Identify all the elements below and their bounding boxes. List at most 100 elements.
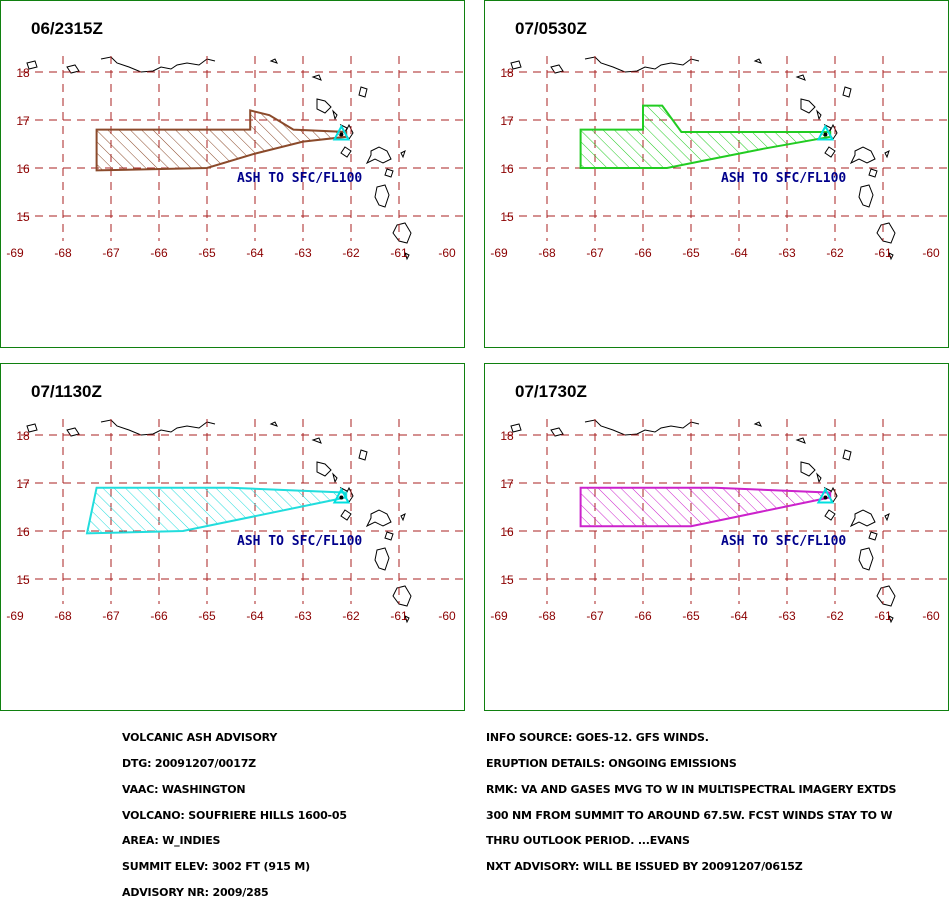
coastline — [269, 58, 278, 64]
coastline — [842, 449, 852, 461]
panel-time-label: 07/0530Z — [515, 19, 587, 38]
coastline — [824, 509, 836, 521]
longitude-label: -69 — [490, 609, 508, 623]
coastline — [795, 437, 806, 444]
forecast-panel-3: 07/1130Z -69 -68 -67 -66 -65 -64 -63 -62 -61 -60 1… — [0, 363, 466, 711]
advisory-details-right: INFO SOURCE: GOES-12. GFS WINDS. ERUPTIO… — [486, 717, 896, 880]
advisory-line: 300 NM FROM SUMMIT TO AROUND 67.5W. FCST… — [486, 808, 893, 822]
coastline — [358, 449, 368, 461]
longitude-label: -63 — [778, 246, 796, 260]
coastline — [66, 64, 80, 74]
coastline — [340, 146, 352, 158]
ash-map: -69 -68 -67 -66 -65 -64 -63 -62 -61 -60 18 17 16 15 AS… — [490, 419, 950, 624]
coastline — [876, 585, 896, 607]
panel-time-label: 07/1130Z — [31, 382, 102, 401]
forecast-panel-2: 07/0530Z -69 -68 -67 -66 -65 -64 -63 -62 -61 -60 1… — [484, 0, 950, 348]
longitude-label: -64 — [730, 609, 748, 623]
longitude-label: -66 — [150, 246, 168, 260]
coastline — [100, 419, 216, 436]
latitude-label: 15 — [500, 210, 514, 224]
coastline — [269, 421, 278, 427]
longitude-label: -63 — [294, 246, 312, 260]
coastline — [404, 615, 410, 624]
longitude-label: -62 — [342, 246, 360, 260]
coastline — [365, 509, 392, 528]
latitude-label: 16 — [500, 525, 514, 539]
coastline — [392, 585, 412, 607]
longitude-label: -69 — [6, 246, 24, 260]
coastline — [384, 531, 394, 541]
latitude-label: 17 — [500, 477, 514, 491]
longitude-label: -64 — [246, 246, 264, 260]
coastline — [884, 150, 890, 159]
coastline — [824, 146, 836, 158]
longitude-label: -62 — [826, 246, 844, 260]
coastline — [311, 74, 322, 81]
coastline — [100, 56, 216, 73]
longitude-label: -65 — [682, 246, 700, 260]
forecast-panel-4: 07/1730Z -69 -68 -67 -66 -65 -64 -63 -62 -61 -60 1… — [484, 363, 950, 711]
latitude-label: 17 — [16, 477, 30, 491]
longitude-label: -60 — [922, 246, 940, 260]
longitude-label: -68 — [538, 609, 556, 623]
longitude-label: -61 — [390, 246, 408, 260]
coastline — [510, 60, 522, 70]
volcano-icon — [332, 487, 351, 504]
coastline — [858, 547, 874, 571]
longitude-label: -62 — [826, 609, 844, 623]
advisory-line: DTG: 20091207/0017Z — [122, 756, 256, 770]
coastline — [340, 509, 352, 521]
coastline — [374, 547, 390, 571]
coastline — [753, 421, 762, 427]
advisory-line: RMK: VA AND GASES MVG TO W IN MULTISPECT… — [486, 782, 897, 796]
coastline — [868, 531, 878, 541]
forecast-panel-1: 06/2315Z -69 -68 -67 -66 -65 -64 -63 -62 -61 -60 1… — [0, 0, 466, 348]
ash-cloud-polygon — [579, 104, 832, 169]
ash-map: -69 -68 -67 -66 -65 -64 -63 -62 -61 -60 18 17 16 15 AS… — [6, 419, 466, 624]
advisory-line: INFO SOURCE: GOES-12. GFS WINDS. — [486, 731, 709, 745]
latitude-label: 18 — [16, 66, 30, 80]
longitude-label: -60 — [438, 246, 456, 260]
coastline — [358, 86, 368, 98]
latitude-label: 17 — [16, 114, 30, 128]
longitude-label: -60 — [438, 609, 456, 623]
coastline — [550, 64, 564, 74]
coastline — [753, 58, 762, 64]
coastline — [816, 472, 822, 484]
latitude-label: 16 — [500, 162, 514, 176]
advisory-line: NXT ADVISORY: WILL BE ISSUED BY 20091207… — [486, 860, 803, 874]
advisory-line: SUMMIT ELEV: 3002 FT (915 M) — [122, 860, 310, 874]
advisory-line: VOLCANIC ASH ADVISORY — [122, 731, 278, 745]
longitude-label: -66 — [634, 609, 652, 623]
longitude-label: -67 — [586, 609, 604, 623]
volcano-icon — [816, 487, 835, 504]
coastline — [332, 472, 338, 484]
longitude-label: -60 — [922, 609, 940, 623]
coastline — [849, 146, 876, 165]
coastline — [795, 74, 806, 81]
longitude-label: -63 — [294, 609, 312, 623]
ash-map: -69 -68 -67 -66 -65 -64 -63 -62 -61 -60 18 17 16 15 AS… — [490, 56, 950, 261]
latitude-label: 18 — [16, 429, 30, 443]
longitude-label: -66 — [634, 246, 652, 260]
ash-altitude-label: ASH TO SFC/FL100 — [721, 534, 846, 549]
coastline — [26, 60, 38, 70]
coastline — [800, 98, 816, 114]
coastline — [510, 423, 522, 433]
longitude-label: -67 — [586, 246, 604, 260]
coastline — [316, 461, 332, 477]
coastline — [26, 423, 38, 433]
ash-altitude-label: ASH TO SFC/FL100 — [721, 171, 846, 186]
coastline — [404, 252, 410, 261]
volcano-icon — [816, 124, 835, 141]
latitude-label: 16 — [16, 162, 30, 176]
longitude-label: -68 — [54, 246, 72, 260]
longitude-label: -66 — [150, 609, 168, 623]
ash-altitude-label: ASH TO SFC/FL100 — [237, 171, 362, 186]
latitude-label: 18 — [500, 66, 514, 80]
ash-cloud-polygon — [95, 109, 348, 172]
coastline — [888, 615, 894, 624]
longitude-label: -68 — [538, 246, 556, 260]
coastline — [332, 109, 338, 121]
latitude-label: 16 — [16, 525, 30, 539]
